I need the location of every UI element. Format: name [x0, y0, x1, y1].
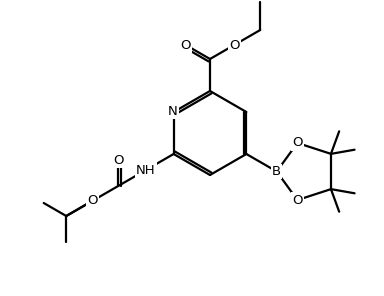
Text: O: O	[292, 194, 303, 207]
Text: O: O	[113, 154, 123, 166]
Text: O: O	[180, 38, 191, 52]
Text: O: O	[87, 194, 98, 207]
Text: O: O	[229, 38, 240, 52]
Text: NH: NH	[136, 163, 156, 176]
Text: O: O	[292, 136, 303, 149]
Text: N: N	[168, 104, 177, 118]
Text: B: B	[272, 165, 281, 178]
